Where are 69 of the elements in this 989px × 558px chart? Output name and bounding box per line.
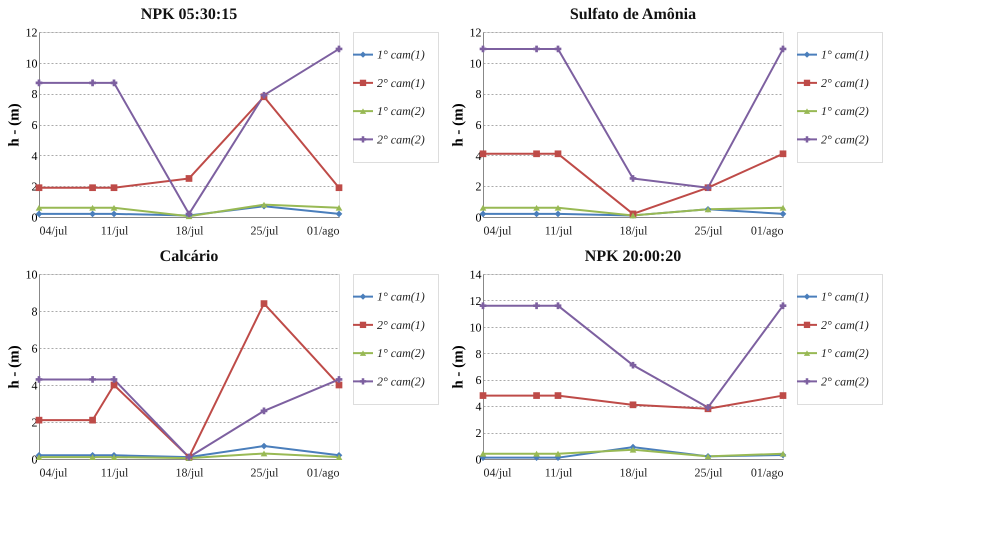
y-tick-label: 2 — [476, 426, 482, 440]
legend-label: 2° cam(1) — [377, 318, 425, 332]
y-tick-label: 4 — [32, 148, 38, 163]
x-tick-label: 25/jul — [694, 224, 724, 238]
x-tick-label: 11/jul — [100, 224, 129, 238]
y-axis-title: h - (m) — [6, 103, 22, 147]
y-tick-label: 6 — [476, 373, 482, 388]
legend-label: 2° cam(2) — [377, 132, 425, 146]
y-tick-label: 6 — [32, 342, 38, 356]
legend-label: 2° cam(1) — [821, 76, 869, 90]
legend-label: 1° cam(1) — [377, 48, 425, 62]
x-tick-label: 11/jul — [544, 466, 573, 480]
x-tick-label: 18/jul — [175, 466, 204, 480]
legend-label: 2° cam(2) — [821, 132, 869, 146]
y-tick-label: 10 — [470, 320, 482, 334]
x-tick-label: 25/jul — [250, 466, 280, 480]
y-tick-label: 4 — [32, 378, 38, 392]
x-tick-label: 01/ago — [750, 224, 784, 238]
x-tick-label: 18/jul — [175, 224, 204, 238]
x-tick-label: 11/jul — [100, 466, 129, 480]
x-tick-label: 04/jul — [484, 466, 512, 480]
x-tick-label: 01/ago — [750, 466, 784, 480]
y-tick-label: 8 — [32, 87, 38, 102]
y-tick-label: 2 — [476, 180, 482, 194]
y-tick-label: 6 — [32, 118, 38, 132]
x-tick-label: 25/jul — [250, 224, 280, 238]
y-tick-label: 14 — [470, 268, 482, 282]
legend-label: 2° cam(1) — [821, 318, 869, 332]
chart-title: Calcário — [160, 248, 218, 265]
y-tick-label: 10 — [26, 56, 38, 70]
y-tick-label: 4 — [476, 148, 482, 163]
legend-label: 1° cam(2) — [377, 104, 425, 118]
legend-label: 1° cam(1) — [377, 290, 425, 304]
y-axis-title: h - (m) — [450, 103, 466, 147]
y-tick-label: 8 — [476, 87, 482, 102]
y-tick-label: 10 — [470, 56, 482, 70]
x-tick-label: 04/jul — [40, 466, 68, 480]
y-tick-label: 12 — [26, 26, 38, 40]
x-tick-label: 04/jul — [40, 224, 68, 238]
legend-label: 1° cam(2) — [821, 104, 869, 118]
x-tick-label: 04/jul — [484, 224, 512, 238]
y-tick-label: 0 — [476, 210, 482, 224]
x-tick-label: 25/jul — [694, 466, 724, 480]
y-tick-label: 8 — [476, 346, 482, 361]
y-tick-label: 12 — [470, 294, 482, 308]
legend-label: 2° cam(2) — [377, 374, 425, 388]
legend-label: 2° cam(1) — [377, 76, 425, 90]
chart-title: Sulfato de Amônia — [570, 6, 696, 23]
y-tick-label: 4 — [476, 400, 482, 414]
y-tick-label: 6 — [476, 118, 482, 132]
y-tick-label: 8 — [32, 304, 38, 318]
y-tick-label: 12 — [470, 26, 482, 40]
chart-title: NPK 20:00:20 — [584, 248, 682, 265]
x-tick-label: 01/ago — [306, 466, 340, 480]
legend-label: 1° cam(2) — [821, 346, 869, 360]
x-tick-label: 18/jul — [619, 224, 648, 238]
legend-label: 1° cam(2) — [377, 346, 425, 360]
legend-label: 1° cam(1) — [821, 48, 869, 62]
y-axis-title: h - (m) — [6, 345, 22, 389]
x-tick-label: 01/ago — [306, 224, 340, 238]
x-tick-label: 11/jul — [544, 224, 573, 238]
chart-title: NPK 05:30:15 — [140, 6, 238, 23]
legend-label: 2° cam(2) — [821, 374, 869, 388]
y-tick-label: 10 — [26, 268, 38, 282]
y-tick-label: 0 — [476, 452, 482, 466]
x-tick-label: 18/jul — [619, 466, 648, 480]
y-tick-label: 0 — [32, 210, 38, 224]
legend-label: 1° cam(1) — [821, 290, 869, 304]
y-axis-title: h - (m) — [450, 345, 466, 389]
